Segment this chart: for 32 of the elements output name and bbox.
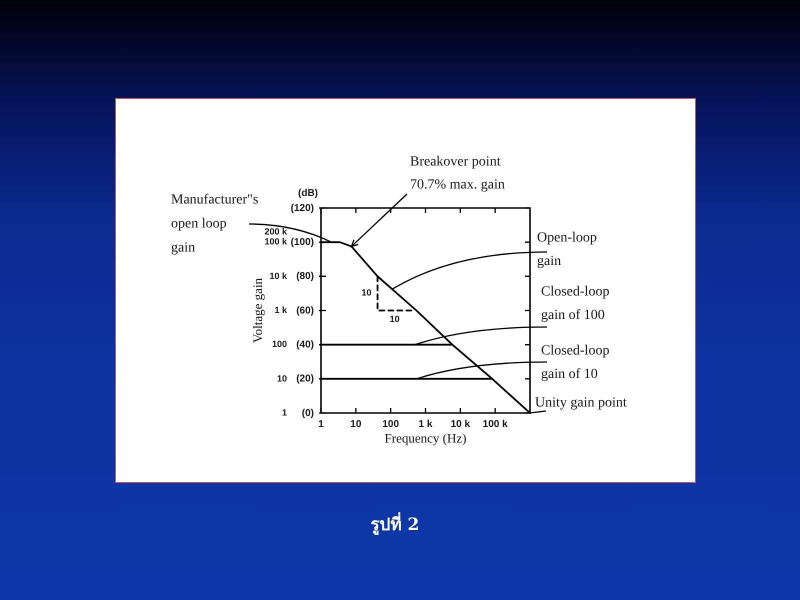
x-tick-label: 1 k bbox=[418, 418, 433, 430]
y2-tick-label: (60) bbox=[296, 305, 314, 316]
y2-tick-label: (20) bbox=[296, 374, 314, 385]
y2-axis-title: (dB) bbox=[298, 188, 318, 199]
annotation: Breakover point 70.7% max. gain bbox=[410, 154, 505, 193]
y2-tick-label: (0) bbox=[302, 408, 314, 419]
annotation: 10 bbox=[390, 314, 400, 324]
text: รูปที่ 2 bbox=[370, 511, 420, 537]
x-axis-title: Frequency (Hz) bbox=[384, 430, 466, 446]
y2-tick-label: (100) bbox=[290, 236, 314, 248]
y-axis-title: Voltage gain bbox=[250, 277, 266, 344]
x-tick-label: 1 bbox=[318, 418, 324, 430]
annotation: Open-loop gain bbox=[537, 230, 597, 270]
y-tick-label: 10 bbox=[276, 373, 287, 384]
x-tick-label: 10 k bbox=[450, 418, 470, 430]
annotation: Closed-loop gain of 100 bbox=[541, 284, 610, 324]
x-tick-label: 100 k bbox=[482, 418, 508, 430]
y-tick-label: 10 k bbox=[269, 270, 288, 281]
annotation: Unity gain point bbox=[535, 396, 627, 411]
y-tick-label: 1 bbox=[282, 407, 287, 418]
annotation: 10 bbox=[362, 288, 372, 298]
y2-tick-label: (120) bbox=[290, 202, 314, 214]
y-tick-label: 100 k bbox=[264, 236, 288, 247]
annotation: Closed-loop gain of 10 bbox=[541, 344, 610, 382]
y2-tick-label: (80) bbox=[296, 271, 314, 282]
x-tick-label: 10 bbox=[350, 418, 362, 430]
y-tick-label: 100 bbox=[272, 339, 287, 350]
y-tick-label: 1 k bbox=[274, 304, 288, 315]
x-tick-label: 100 bbox=[382, 418, 400, 430]
annotation: Manufacturer"s open loop gain bbox=[171, 192, 258, 256]
y2-tick-label: (40) bbox=[296, 339, 314, 350]
y-tick-label: 200 k bbox=[264, 226, 288, 236]
